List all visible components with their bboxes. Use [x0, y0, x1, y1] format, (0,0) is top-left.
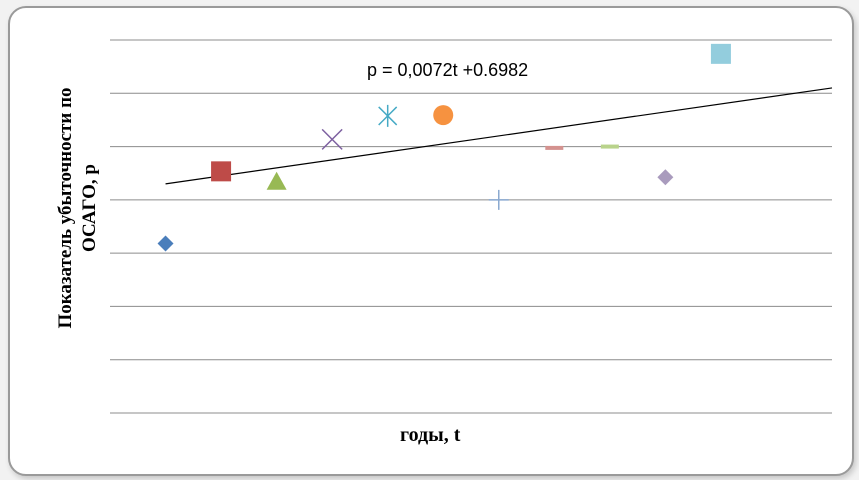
data-point-6 — [433, 105, 454, 126]
data-point-2 — [211, 161, 232, 182]
data-point-9 — [600, 144, 619, 149]
data-point-3 — [266, 171, 287, 190]
data-point-7 — [488, 189, 509, 210]
trendline-equation: p = 0,0072t +0.6982 — [367, 60, 529, 80]
y-axis-label: Показатель убыточности по ОСАГО, p — [0, 0, 100, 480]
y-axis-label-line1: Показатель убыточности по — [55, 87, 76, 329]
trendline — [165, 87, 833, 185]
data-point-8 — [545, 145, 564, 150]
data-point-5 — [378, 104, 398, 127]
chart-frame — [8, 6, 854, 476]
data-point-1 — [157, 235, 174, 252]
data-point-10 — [657, 169, 674, 186]
data-point-11 — [710, 43, 731, 64]
x-axis-label: годы, t — [400, 424, 461, 446]
data-point-4 — [321, 128, 343, 150]
y-axis-label-line2: ОСАГО, p — [79, 164, 100, 252]
